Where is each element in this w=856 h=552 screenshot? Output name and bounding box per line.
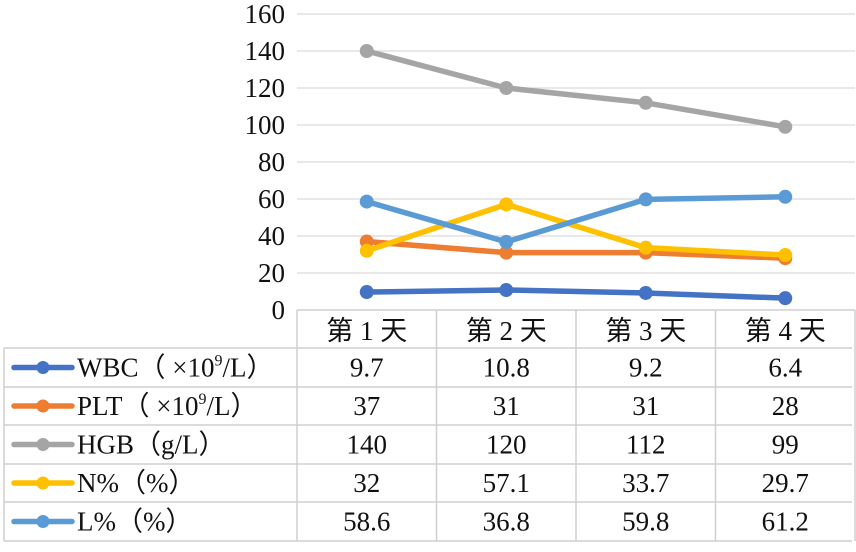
data-label: 140 <box>347 430 388 460</box>
data-label: 57.1 <box>483 468 530 498</box>
series-line <box>364 238 788 261</box>
legend-label: WBC（ ×109/L） <box>77 353 273 383</box>
series-line <box>364 48 788 130</box>
data-label: 37 <box>353 391 380 421</box>
data-point <box>499 283 514 298</box>
data-label: 99 <box>772 430 799 460</box>
data-label: 10.8 <box>483 353 530 383</box>
data-point <box>638 285 653 300</box>
data-label: 32 <box>353 468 380 498</box>
category-label: 第 3 天 <box>605 316 686 346</box>
data-point <box>638 240 653 255</box>
data-point <box>778 119 793 134</box>
y-tick-label: 160 <box>245 0 286 29</box>
gridlines <box>297 13 855 274</box>
data-label: 36.8 <box>483 507 530 537</box>
legend-key-marker <box>36 361 50 374</box>
series-line <box>364 201 788 258</box>
legend-label: HGB（g/L） <box>77 430 226 460</box>
data-label: 33.7 <box>622 468 669 498</box>
data-point <box>359 194 374 209</box>
data-table: 第 1 天 第 2 天 第 3 天 第 4 天 WBC（ ×109/L） 9.7 10.8 9… <box>3 309 856 542</box>
category-label: 第 4 天 <box>745 316 826 346</box>
data-label: 29.7 <box>762 468 809 498</box>
category-label: 第 2 天 <box>466 316 547 346</box>
data-point <box>359 243 374 258</box>
data-point <box>359 44 374 58</box>
data-label: 59.8 <box>622 507 669 537</box>
data-point <box>638 192 653 207</box>
y-tick-label: 0 <box>272 295 286 325</box>
data-point <box>499 234 514 249</box>
y-tick-label: 100 <box>245 110 286 140</box>
legend-key-marker <box>36 399 50 413</box>
series-line <box>364 287 788 301</box>
y-axis-tick-labels: 0 20 40 60 80 100 120 140 160 <box>245 0 286 325</box>
data-label: 31 <box>632 391 659 421</box>
y-tick-label: 140 <box>245 36 286 66</box>
series-line <box>364 194 788 245</box>
y-tick-label: 80 <box>258 147 285 177</box>
data-point <box>778 291 793 306</box>
data-label: 28 <box>772 391 799 421</box>
series-lines <box>359 44 793 306</box>
legend-label: L%（%） <box>77 507 192 537</box>
data-point <box>499 197 514 212</box>
data-label: 58.6 <box>343 507 390 537</box>
data-label: 112 <box>626 430 666 460</box>
data-point <box>638 95 653 110</box>
y-tick-label: 60 <box>258 184 285 214</box>
data-label: 61.2 <box>762 507 809 537</box>
data-label: 31 <box>493 391 520 421</box>
data-point <box>359 285 374 300</box>
data-label: 6.4 <box>768 353 802 383</box>
data-label: 9.2 <box>629 353 663 383</box>
data-label: 9.7 <box>350 353 384 383</box>
y-tick-label: 120 <box>245 73 286 103</box>
data-point <box>778 189 793 204</box>
category-label: 第 1 天 <box>326 316 407 346</box>
legend-key-marker <box>36 515 50 528</box>
data-label: 120 <box>486 430 527 460</box>
legend-key-marker <box>36 476 50 490</box>
data-point <box>499 81 514 95</box>
data-point <box>778 248 793 263</box>
data-point <box>499 245 514 260</box>
y-tick-label: 20 <box>258 258 285 288</box>
legend-key-marker <box>36 438 50 451</box>
y-tick-label: 40 <box>258 221 285 251</box>
legend-label: N%（%） <box>77 468 195 498</box>
legend-label: PLT（ ×109/L） <box>77 391 258 421</box>
